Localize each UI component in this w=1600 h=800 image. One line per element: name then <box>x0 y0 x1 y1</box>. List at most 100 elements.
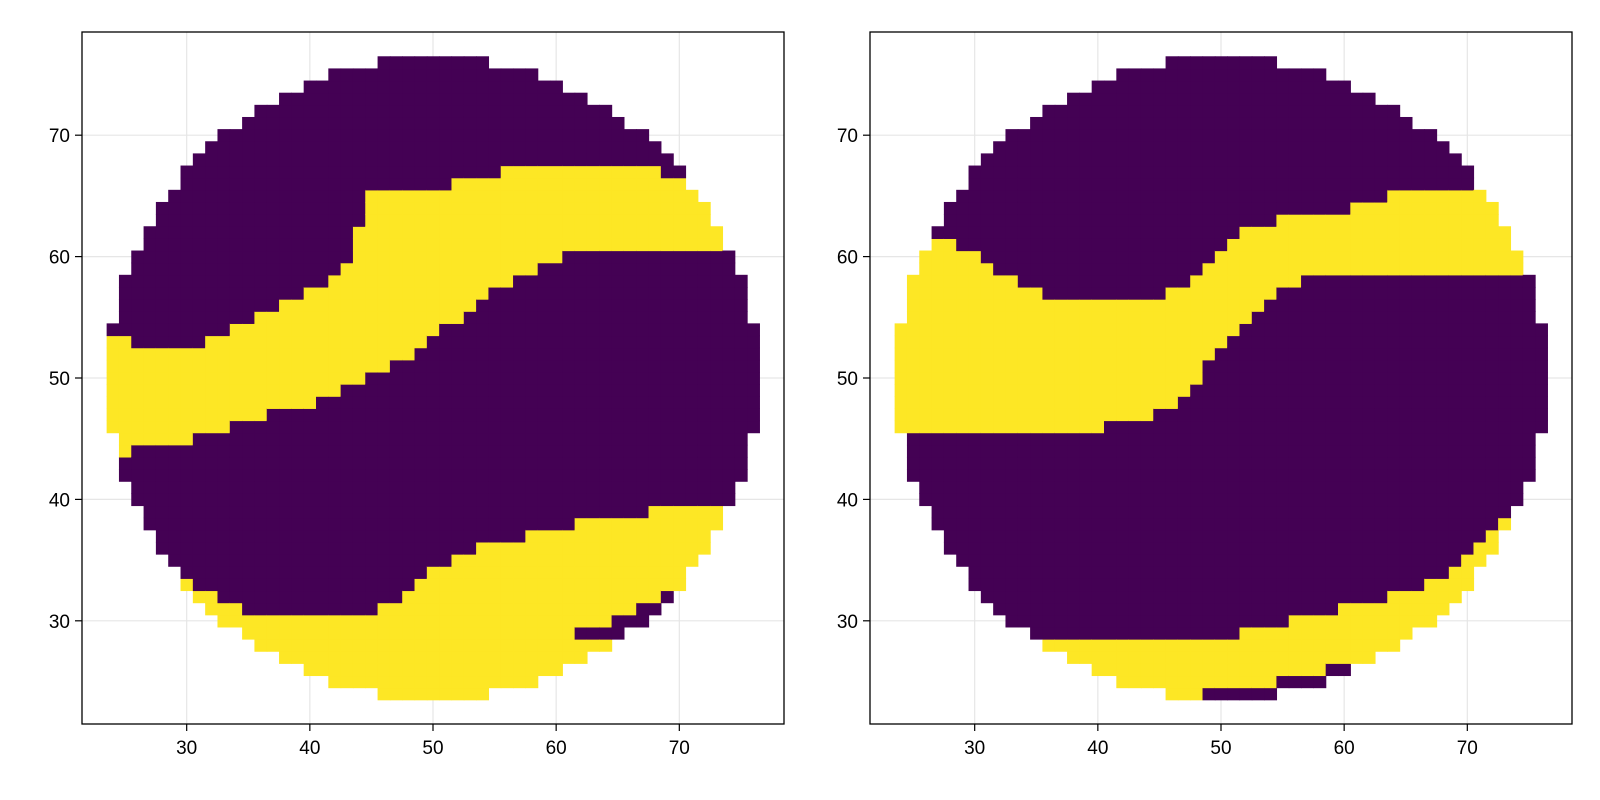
heatmap-cell <box>1153 675 1167 689</box>
heatmap-cell <box>906 335 920 349</box>
heatmap-cell <box>1116 554 1130 567</box>
heatmap-cell <box>279 201 292 215</box>
heatmap-cell <box>1079 371 1093 385</box>
heatmap-cell <box>1288 177 1302 191</box>
heatmap-cell <box>636 469 650 482</box>
heatmap-cell <box>537 250 551 264</box>
heatmap-cell <box>1190 651 1204 664</box>
heatmap-cell <box>968 481 982 494</box>
heatmap-cell <box>673 493 687 507</box>
heatmap-cell <box>1091 493 1105 507</box>
heatmap-cell <box>599 396 613 409</box>
heatmap-cell <box>426 116 440 130</box>
heatmap-cell <box>968 432 982 446</box>
heatmap-cell <box>685 456 699 470</box>
heatmap-cell <box>1338 566 1351 579</box>
heatmap-cell <box>1140 299 1154 312</box>
heatmap-cell <box>340 347 354 361</box>
heatmap-cell <box>1362 432 1376 446</box>
heatmap-cell <box>648 238 662 252</box>
heatmap-cell <box>1276 493 1290 507</box>
heatmap-cell <box>1153 335 1167 349</box>
heatmap-cell <box>205 456 219 470</box>
heatmap-cell <box>1448 177 1462 191</box>
heatmap-cell <box>993 469 1007 482</box>
heatmap-cell <box>1104 250 1117 264</box>
heatmap-cell <box>660 250 674 264</box>
heatmap-cell <box>537 663 551 677</box>
heatmap-cell <box>439 602 453 616</box>
heatmap-cell <box>439 456 453 470</box>
heatmap-cell <box>1239 238 1253 252</box>
heatmap-cell <box>1350 590 1364 604</box>
heatmap-cell <box>1128 286 1142 300</box>
heatmap-cell <box>500 347 514 361</box>
heatmap-cell <box>525 165 539 179</box>
heatmap-cell <box>205 299 219 312</box>
heatmap-cell <box>217 165 231 179</box>
heatmap-cell <box>513 408 526 422</box>
heatmap-cell <box>1387 566 1401 579</box>
heatmap-cell <box>414 675 428 689</box>
heatmap-cell <box>1128 335 1142 349</box>
heatmap-cell <box>476 675 490 689</box>
heatmap-cell <box>192 408 206 422</box>
heatmap-cell <box>513 359 526 373</box>
heatmap-cell <box>660 469 674 482</box>
heatmap-cell <box>1498 238 1512 252</box>
heatmap-cell <box>426 299 440 312</box>
heatmap-cell <box>1498 456 1512 470</box>
heatmap-cell <box>476 529 490 543</box>
heatmap-cell <box>1202 517 1216 531</box>
heatmap-cell <box>266 554 280 567</box>
heatmap-cell <box>1104 226 1117 239</box>
heatmap-cell <box>1239 165 1253 179</box>
heatmap-cell <box>599 639 613 652</box>
heatmap-cell <box>623 153 637 167</box>
heatmap-cell <box>1091 505 1105 519</box>
heatmap-cell <box>352 201 366 215</box>
heatmap-cell <box>685 323 699 337</box>
heatmap-cell <box>1140 129 1154 142</box>
heatmap-cell <box>1054 250 1068 264</box>
heatmap-cell <box>426 286 440 300</box>
heatmap-cell <box>660 274 674 288</box>
heatmap-cell <box>1153 274 1167 288</box>
heatmap-cell <box>340 238 354 252</box>
heatmap-cell <box>1264 493 1278 507</box>
heatmap-cell <box>648 566 662 579</box>
heatmap-cell <box>303 359 317 373</box>
heatmap-cell <box>722 299 736 312</box>
heatmap-cell <box>697 420 711 434</box>
heatmap-cell <box>1054 189 1068 203</box>
heatmap-cell <box>1473 505 1487 519</box>
heatmap-cell <box>1399 517 1413 531</box>
heatmap-cell <box>1485 384 1499 397</box>
heatmap-cell <box>1104 311 1117 324</box>
heatmap-cell <box>1313 80 1327 94</box>
heatmap-cell <box>1079 493 1093 507</box>
heatmap-cell <box>414 274 428 288</box>
heatmap-cell <box>648 529 662 543</box>
heatmap-cell <box>1424 469 1438 482</box>
heatmap-cell <box>525 396 539 409</box>
heatmap-cell <box>316 274 329 288</box>
heatmap-cell <box>1498 469 1512 482</box>
heatmap-cell <box>685 554 699 567</box>
heatmap-cell <box>1448 493 1462 507</box>
heatmap-cell <box>488 286 502 300</box>
heatmap-cell <box>1091 141 1105 154</box>
heatmap-cell <box>943 359 957 373</box>
heatmap-cell <box>426 639 440 652</box>
heatmap-cell <box>943 347 957 361</box>
heatmap-cell <box>1288 614 1302 628</box>
heatmap-cell <box>402 92 416 106</box>
heatmap-cell <box>1362 177 1376 191</box>
x-axis-ticks-left: 30 40 50 60 70 <box>176 724 690 759</box>
heatmap-cell <box>1338 177 1351 191</box>
heatmap-cell <box>266 371 280 385</box>
heatmap-cell <box>377 493 391 507</box>
heatmap-cell <box>1387 481 1401 494</box>
heatmap-cell <box>352 517 366 531</box>
heatmap-cell <box>426 311 440 324</box>
